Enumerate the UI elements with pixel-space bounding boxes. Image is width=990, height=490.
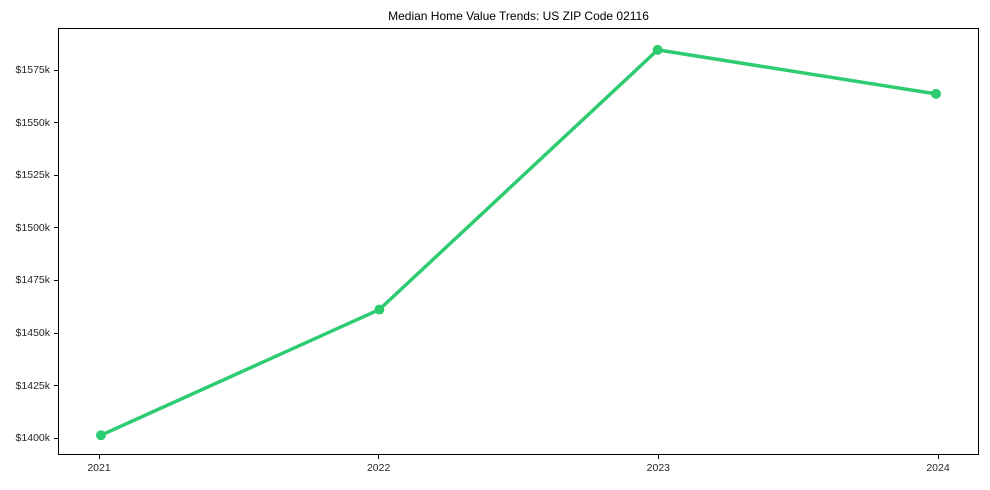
plot-area <box>58 28 979 455</box>
y-tick-label: $1500k <box>15 221 50 234</box>
y-tick-label: $1550k <box>15 116 50 129</box>
x-tick-mark <box>937 455 939 459</box>
y-tick-mark <box>54 385 58 387</box>
y-tick-mark <box>54 227 58 229</box>
y-tick-label: $1425k <box>15 379 50 392</box>
x-tick-mark <box>378 455 380 459</box>
x-tick-mark <box>657 455 659 459</box>
x-tick-label: 2021 <box>87 462 111 474</box>
data-point-marker <box>374 304 385 315</box>
y-tick-label: $1475k <box>15 274 50 287</box>
y-tick-label: $1450k <box>15 327 50 339</box>
y-tick-mark <box>54 332 58 334</box>
y-tick-label: $1525k <box>15 169 50 182</box>
y-tick-mark <box>54 69 58 71</box>
y-tick-mark <box>54 437 58 439</box>
data-point-marker <box>652 44 663 55</box>
y-tick-mark <box>54 279 58 281</box>
data-point-marker <box>931 88 942 99</box>
y-tick-mark <box>54 174 58 176</box>
data-point-marker <box>95 430 106 441</box>
x-tick-mark <box>98 455 100 459</box>
x-tick-label: 2022 <box>366 462 391 474</box>
trend-line <box>99 48 938 437</box>
y-tick-label: $1575k <box>15 64 50 77</box>
y-tick-mark <box>54 122 58 124</box>
chart-title: Median Home Value Trends: US ZIP Code 02… <box>388 9 649 23</box>
x-tick-label: 2023 <box>646 462 670 474</box>
x-tick-label: 2024 <box>926 462 950 474</box>
line-chart-canvas <box>95 44 942 441</box>
y-tick-label: $1400k <box>15 432 50 445</box>
